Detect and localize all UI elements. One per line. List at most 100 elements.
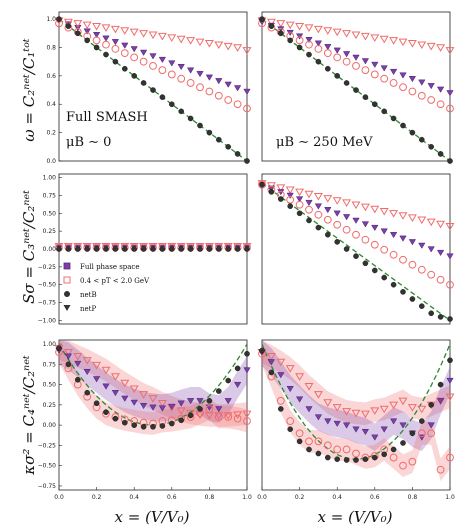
data-point xyxy=(259,181,265,188)
data-point xyxy=(408,457,417,466)
data-point xyxy=(159,423,166,429)
data-point xyxy=(436,398,445,405)
x-tick-label: 0.8 xyxy=(205,494,215,501)
data-point xyxy=(323,399,333,407)
data-point xyxy=(64,353,73,360)
data-point xyxy=(305,406,313,413)
data-point xyxy=(178,246,184,252)
panel-frame xyxy=(58,339,248,491)
data-point xyxy=(176,35,186,44)
data-point xyxy=(315,224,322,231)
data-point xyxy=(371,434,379,441)
data-point xyxy=(197,246,203,252)
panel-row2-left: −1.00 −0.75 −0.50 −0.25 0.00 0.25 0.50 0.75 1.00 xyxy=(38,173,252,324)
data-point xyxy=(129,28,139,37)
x-tick-label: 0.2 xyxy=(92,494,102,501)
data-point xyxy=(122,246,128,252)
data-point xyxy=(352,230,360,239)
data-point xyxy=(234,151,241,157)
data-point xyxy=(122,419,128,426)
data-point xyxy=(370,407,380,415)
data-point xyxy=(224,96,233,104)
data-point xyxy=(295,196,304,203)
data-point xyxy=(417,41,427,50)
y-tick-label: 0.8 xyxy=(46,44,56,51)
data-point xyxy=(360,410,370,419)
data-point xyxy=(361,66,370,75)
data-point xyxy=(93,44,100,51)
data-point xyxy=(361,221,370,228)
x-tick-label: 0.0 xyxy=(54,494,64,501)
y-tick-label: −1.00 xyxy=(38,317,57,324)
xlabel-right: x = (V/V₀) xyxy=(318,508,393,526)
data-point xyxy=(370,205,380,214)
legend-marker-netb xyxy=(64,291,70,297)
data-point xyxy=(234,246,241,252)
data-point xyxy=(149,62,157,70)
data-point xyxy=(334,73,341,79)
data-point xyxy=(176,407,186,415)
data-point xyxy=(417,405,427,414)
data-point xyxy=(234,365,241,372)
data-point xyxy=(295,200,304,209)
data-point xyxy=(351,409,361,418)
data-point xyxy=(361,428,370,436)
data-point xyxy=(223,42,233,51)
data-point xyxy=(225,246,231,252)
data-point xyxy=(110,373,120,381)
y-tick-label: 0.2 xyxy=(46,130,56,137)
data-point xyxy=(223,412,233,420)
data-point xyxy=(323,27,333,35)
data-point xyxy=(342,199,352,207)
data-point xyxy=(428,310,435,317)
legend-label-netb: netB xyxy=(80,291,97,299)
data-point xyxy=(63,348,73,357)
data-point xyxy=(295,429,304,438)
data-point xyxy=(205,87,214,96)
data-point xyxy=(167,70,176,79)
data-point xyxy=(205,74,214,81)
y-tick-label: −0.25 xyxy=(38,442,57,449)
data-point xyxy=(314,414,323,421)
data-point xyxy=(103,246,109,252)
data-point xyxy=(186,67,195,74)
data-point xyxy=(103,409,109,415)
data-point xyxy=(352,449,360,458)
data-point xyxy=(101,24,111,32)
data-point xyxy=(370,34,380,42)
error-band xyxy=(262,342,450,482)
data-point xyxy=(159,246,166,252)
data-point xyxy=(379,405,389,414)
data-point xyxy=(93,246,100,252)
data-point xyxy=(427,422,435,429)
data-point xyxy=(445,222,455,231)
data-point xyxy=(277,406,284,412)
data-point xyxy=(314,437,323,446)
data-point xyxy=(214,41,224,50)
data-point xyxy=(63,18,73,27)
data-point xyxy=(342,408,352,416)
y-tick-label: 0.6 xyxy=(46,73,56,80)
data-point xyxy=(224,398,232,405)
data-point xyxy=(324,44,332,51)
data-point xyxy=(82,357,92,365)
data-point xyxy=(295,33,304,40)
data-point xyxy=(102,35,110,42)
data-point xyxy=(362,94,369,100)
data-point xyxy=(342,225,351,234)
data-point xyxy=(334,239,341,245)
data-point xyxy=(400,440,406,446)
data-point xyxy=(362,260,369,267)
data-point xyxy=(313,192,323,201)
data-point xyxy=(268,23,275,29)
data-point xyxy=(196,71,204,78)
data-point xyxy=(352,54,360,61)
data-point xyxy=(418,418,425,424)
data-point xyxy=(266,353,276,361)
data-point xyxy=(259,347,265,354)
data-point xyxy=(398,212,408,220)
data-point xyxy=(360,203,370,212)
data-point xyxy=(446,104,454,113)
data-point xyxy=(242,410,252,419)
data-point xyxy=(139,49,148,56)
